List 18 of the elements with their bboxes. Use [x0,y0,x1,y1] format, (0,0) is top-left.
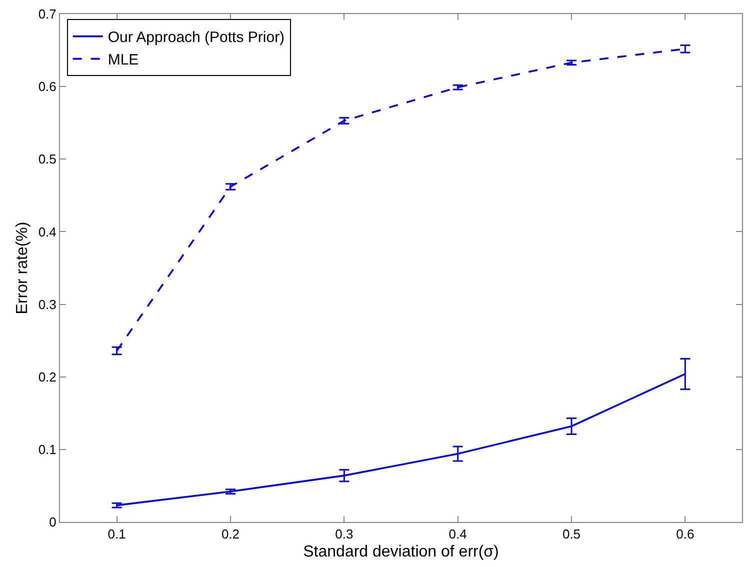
x-tick-label: 0.6 [676,526,694,542]
x-tick-label: 0.4 [448,526,467,542]
y-tick-label: 0.5 [38,152,56,167]
x-tick-label: 0.3 [335,526,354,542]
y-tick-label: 0.1 [38,442,56,457]
x-tick-label: 0.5 [562,526,581,542]
y-tick-label: 0 [49,514,56,530]
y-tick-label: 0.3 [38,296,56,312]
y-tick-label: 0.4 [38,224,56,240]
y-tick-label: 0.7 [38,6,56,22]
y-axis-title: Error rate(%) [14,222,32,314]
legend-label: MLE [108,52,139,69]
legend-label: Our Approach (Potts Prior) [108,29,285,46]
x-tick-label: 0.2 [221,526,240,542]
x-axis-title: Standard deviation of err(σ) [303,543,499,560]
y-tick-label: 0.2 [38,369,56,384]
y-tick-label: 0.6 [38,79,56,94]
x-tick-label: 0.1 [108,526,126,542]
